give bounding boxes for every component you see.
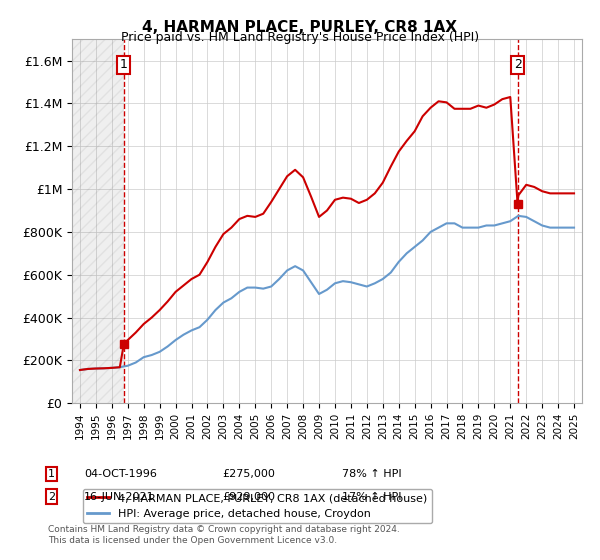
- Text: 04-OCT-1996: 04-OCT-1996: [84, 469, 157, 479]
- Text: 4, HARMAN PLACE, PURLEY, CR8 1AX: 4, HARMAN PLACE, PURLEY, CR8 1AX: [143, 20, 458, 35]
- Text: 2: 2: [48, 492, 55, 502]
- Text: 2: 2: [514, 58, 521, 71]
- Text: Price paid vs. HM Land Registry's House Price Index (HPI): Price paid vs. HM Land Registry's House …: [121, 31, 479, 44]
- Legend: 4, HARMAN PLACE, PURLEY, CR8 1AX (detached house), HPI: Average price, detached : 4, HARMAN PLACE, PURLEY, CR8 1AX (detach…: [83, 489, 432, 523]
- Text: £929,000: £929,000: [222, 492, 275, 502]
- Text: 17% ↑ HPI: 17% ↑ HPI: [342, 492, 401, 502]
- Text: 1: 1: [48, 469, 55, 479]
- Bar: [72, 39, 124, 403]
- Text: 78% ↑ HPI: 78% ↑ HPI: [342, 469, 401, 479]
- Text: £275,000: £275,000: [222, 469, 275, 479]
- Text: 1: 1: [120, 58, 128, 71]
- Text: 16-JUN-2021: 16-JUN-2021: [84, 492, 155, 502]
- Text: Contains HM Land Registry data © Crown copyright and database right 2024.
This d: Contains HM Land Registry data © Crown c…: [48, 525, 400, 545]
